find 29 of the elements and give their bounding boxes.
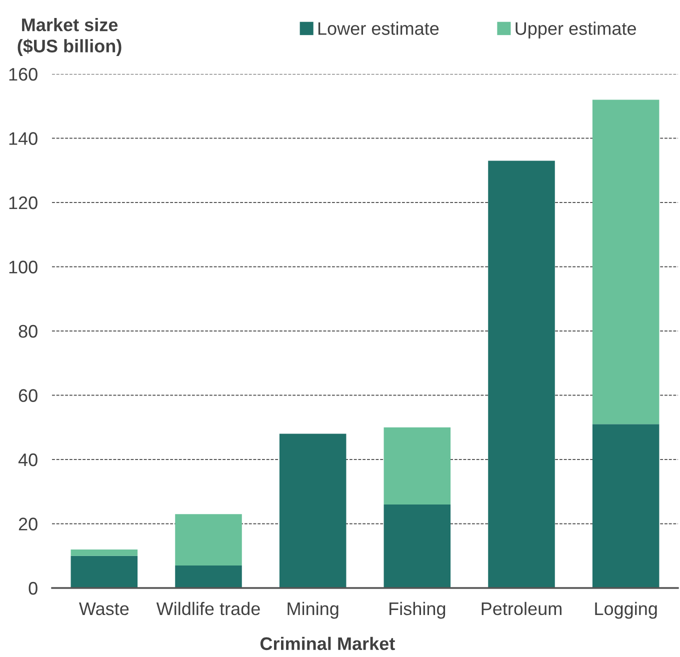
y-tick-label: 20: [18, 518, 38, 530]
x-tick-label: Petroleum: [482, 602, 562, 616]
bar: [384, 504, 451, 588]
y-tick-label: 0: [28, 582, 38, 595]
y-tick-label: 100: [9, 260, 38, 274]
y-tick-label: 80: [18, 324, 38, 338]
x-tick-label: Wildlife trade: [156, 602, 260, 616]
bar: [70, 556, 138, 588]
bar: [175, 566, 242, 588]
legend-label: Lower estimate: [318, 22, 439, 35]
x-tick-label: Waste: [79, 602, 129, 616]
bar: [384, 427, 451, 504]
x-tick-label: Fishing: [390, 602, 446, 619]
bar: [279, 434, 346, 588]
bar: [592, 100, 660, 424]
x-axis-title: Criminal Market: [260, 636, 395, 650]
x-tick-label: Mining: [288, 602, 338, 619]
y-tick-label: 40: [18, 453, 38, 466]
bar: [592, 424, 660, 588]
y-tick-label: 120: [9, 196, 38, 210]
bar: [488, 160, 555, 588]
y-axis-title: Market size ($US billion): [18, 18, 122, 56]
x-tick-label: Logging: [595, 602, 657, 619]
legend-label: Upper estimate: [516, 22, 636, 39]
y-tick-label: 160: [9, 68, 38, 81]
y-tick-label: 140: [9, 132, 38, 145]
y-tick-label: 60: [18, 389, 38, 402]
bar: [70, 549, 138, 556]
bar: [175, 514, 242, 566]
